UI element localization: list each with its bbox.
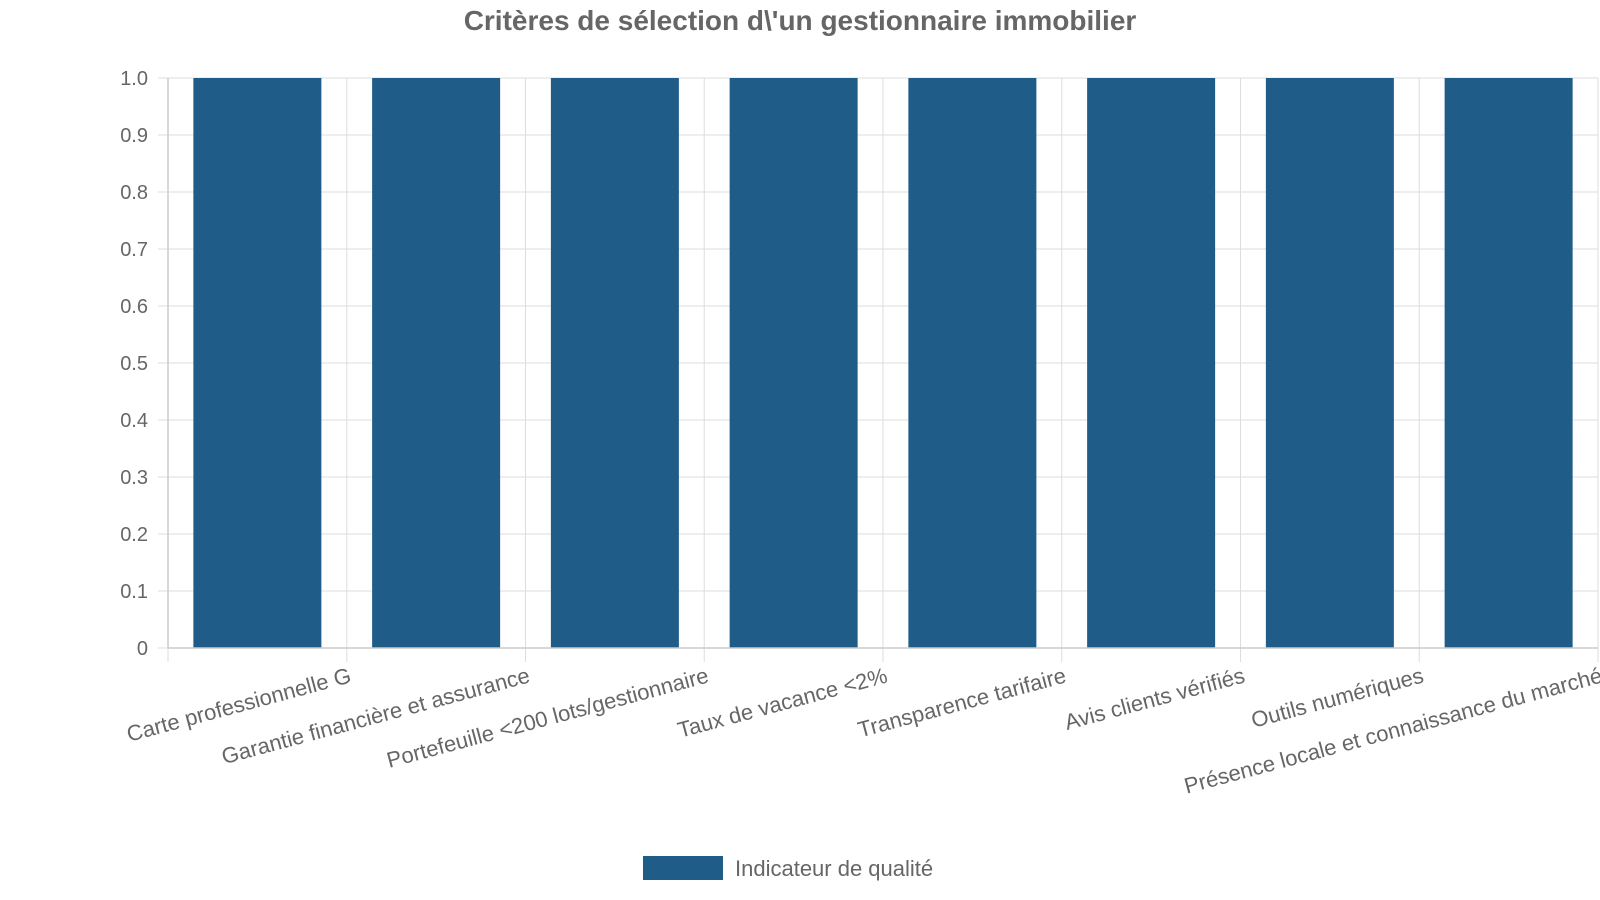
chart-title: Critères de sélection d\'un gestionnaire… — [464, 5, 1137, 36]
bar[interactable] — [729, 78, 858, 648]
y-tick-label: 0.1 — [120, 581, 148, 603]
x-tick-label: Portefeuille <200 lots/gestionnaire — [384, 663, 711, 773]
x-tick-label: Transparence tarifaire — [855, 663, 1069, 743]
y-axis-ticks: 0 0.1 0.2 0.3 0.4 0.5 0.6 0.7 0.8 0.9 1.0 — [120, 68, 148, 660]
x-tick-label: Garantie financière et assurance — [219, 663, 533, 769]
legend-label[interactable]: Indicateur de qualité — [735, 856, 933, 881]
y-tick-label: 0.4 — [120, 410, 148, 432]
bar[interactable] — [1087, 78, 1216, 648]
bar[interactable] — [193, 78, 322, 648]
x-tick-label: Avis clients vérifiés — [1062, 663, 1248, 735]
y-tick-label: 0.9 — [120, 125, 148, 147]
y-tick-label: 0.7 — [120, 239, 148, 261]
y-tick-label: 0 — [137, 638, 148, 660]
y-tick-label: 0.3 — [120, 467, 148, 489]
axes — [167, 78, 1598, 649]
bar[interactable] — [908, 78, 1037, 648]
y-tick-label: 0.2 — [120, 524, 148, 546]
legend[interactable]: Indicateur de qualité — [643, 856, 933, 881]
bar[interactable] — [1265, 78, 1394, 648]
bar[interactable] — [1444, 78, 1573, 648]
bar[interactable] — [550, 78, 679, 648]
y-tick-label: 0.6 — [120, 296, 148, 318]
legend-swatch[interactable] — [643, 856, 723, 880]
y-tick-label: 1.0 — [120, 68, 148, 90]
bar[interactable] — [372, 78, 501, 648]
y-tick-label: 0.8 — [120, 182, 148, 204]
bars — [193, 78, 1573, 648]
y-tick-label: 0.5 — [120, 353, 148, 375]
